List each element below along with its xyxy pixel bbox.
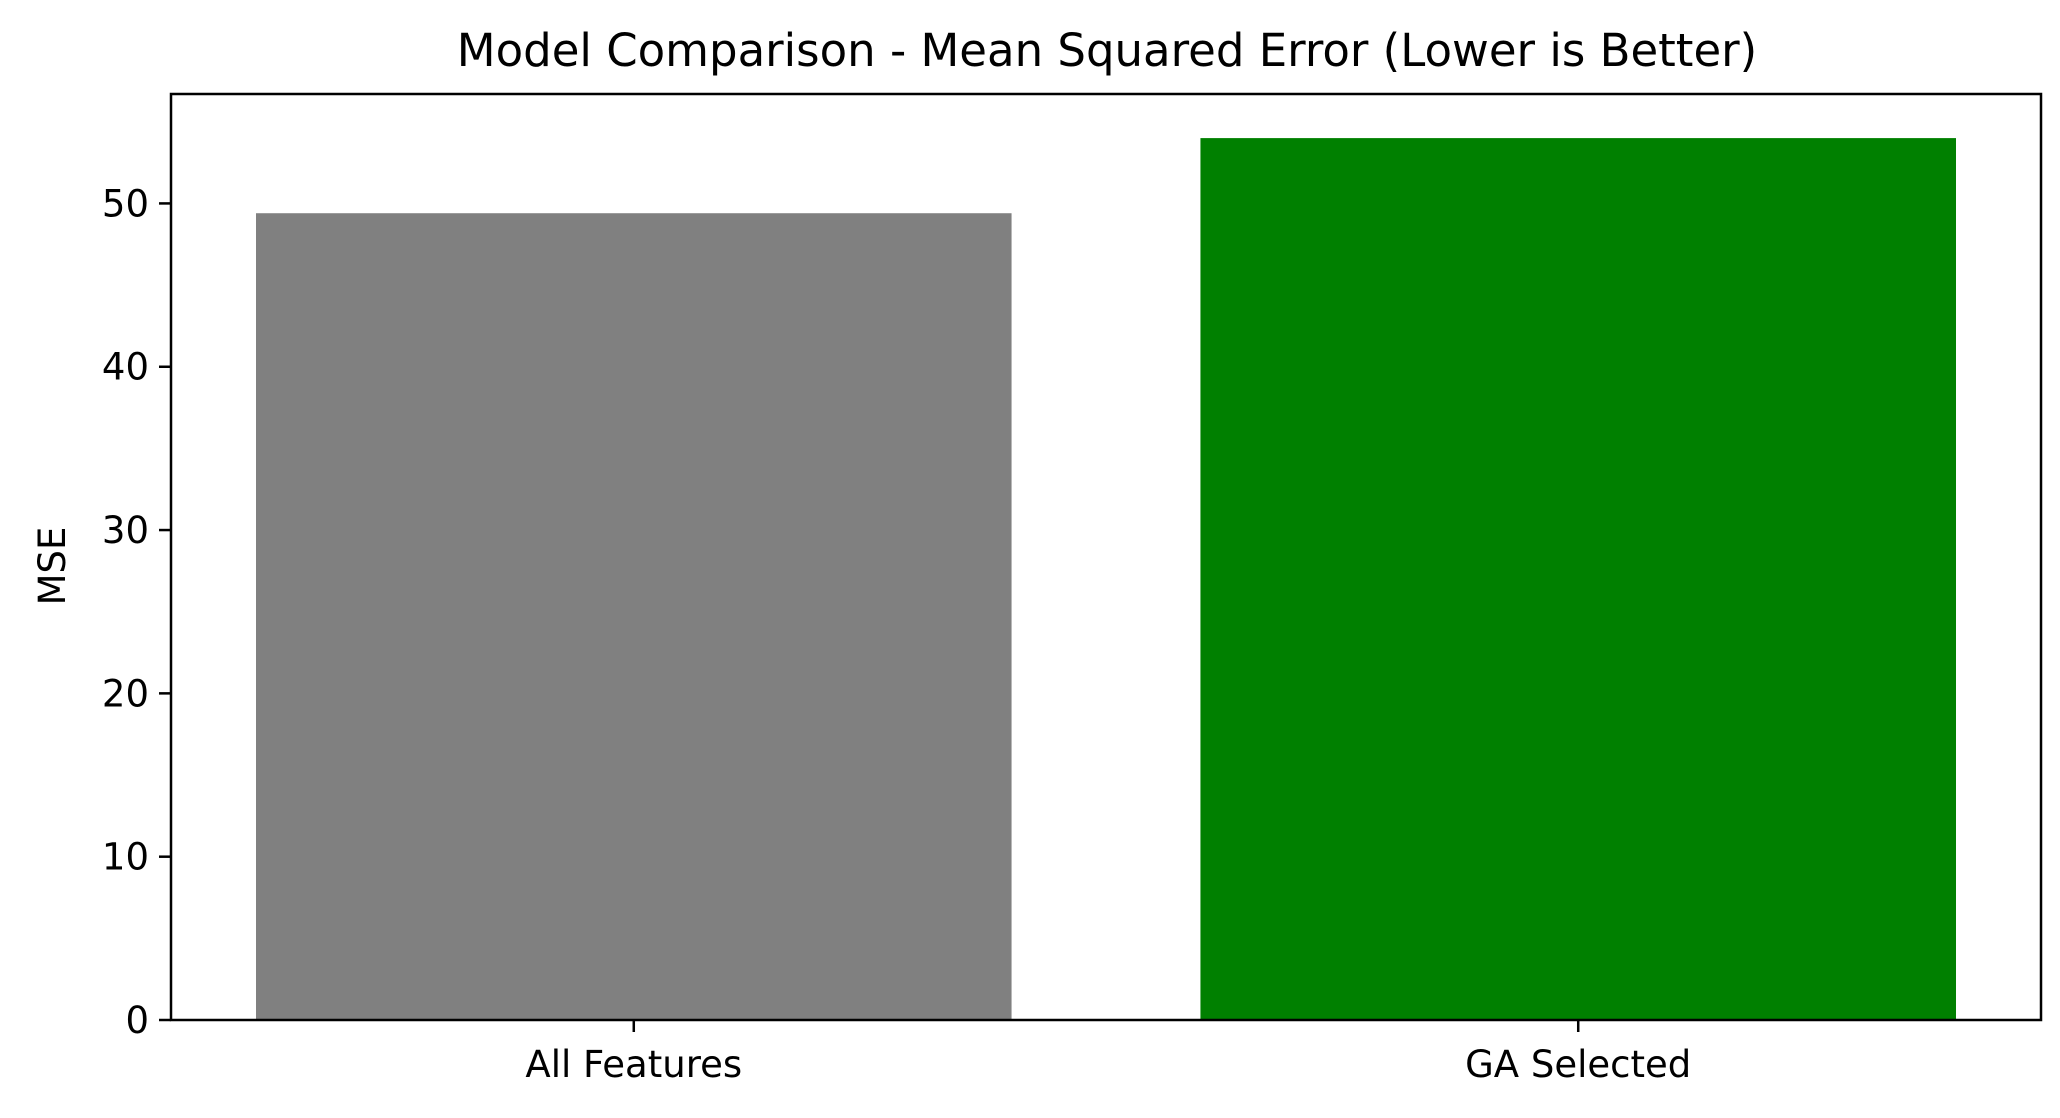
y-axis: 0 10 20 30 40 50	[102, 182, 171, 1042]
bars-group	[256, 138, 1956, 1021]
bar-ga-selected	[1200, 138, 1956, 1021]
y-tick-label: 10	[102, 836, 149, 879]
x-tick-label: GA Selected	[1465, 1043, 1691, 1086]
y-tick-label: 50	[102, 182, 149, 225]
y-tick-label: 30	[102, 509, 149, 552]
chart-title: Model Comparison - Mean Squared Error (L…	[457, 24, 1757, 77]
plot-frame	[169, 92, 2043, 1022]
y-axis-label: MSE	[31, 527, 74, 606]
y-tick-label: 20	[102, 672, 149, 715]
x-axis: All Features GA Selected	[525, 1020, 1691, 1086]
bar-all-features	[256, 213, 1012, 1020]
x-tick-label: All Features	[525, 1043, 742, 1086]
y-tick-label: 0	[125, 999, 149, 1042]
y-tick-label: 40	[102, 346, 149, 389]
